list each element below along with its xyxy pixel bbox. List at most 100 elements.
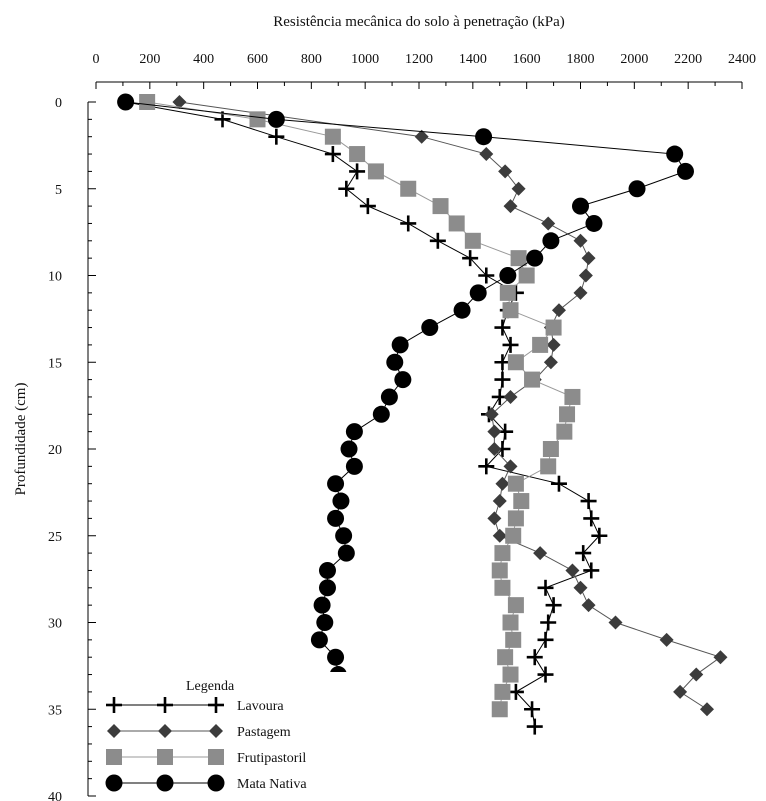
data-point-lavoura <box>580 493 597 510</box>
data-point-pastagem <box>541 216 556 231</box>
data-point-pastagem <box>673 684 688 699</box>
legend-marker <box>208 697 224 713</box>
data-point-mata-nativa <box>391 336 409 354</box>
y-tick-label: 35 <box>48 703 62 718</box>
data-point-lavoura <box>502 336 519 353</box>
data-point-pastagem <box>689 667 704 682</box>
data-point-frutipastoril <box>349 146 366 163</box>
data-point-mata-nativa <box>345 423 363 441</box>
data-point-lavoura <box>537 666 554 683</box>
legend-label: Lavoura <box>237 699 284 714</box>
data-point-frutipastoril <box>507 475 524 492</box>
data-point-mata-nativa <box>475 128 493 146</box>
data-point-frutipastoril <box>556 423 573 440</box>
data-point-mata-nativa <box>628 180 646 198</box>
legend-marker <box>106 697 122 713</box>
data-point-pastagem <box>487 442 502 456</box>
data-point-pastagem <box>700 702 715 717</box>
data-point-mata-nativa <box>676 162 694 180</box>
legend-marker <box>157 749 173 765</box>
legend-marker <box>207 774 225 792</box>
data-point-lavoura <box>524 701 541 718</box>
data-point-mata-nativa <box>526 249 544 267</box>
y-axis-title: Profundidade (cm) <box>13 383 29 496</box>
data-point-pastagem <box>581 251 596 266</box>
data-point-frutipastoril <box>559 406 576 423</box>
x-tick-label: 0 <box>93 52 100 67</box>
data-point-mata-nativa <box>453 301 471 319</box>
data-point-lavoura <box>400 215 417 232</box>
series-frutipastoril <box>139 94 581 718</box>
data-point-pastagem <box>172 95 187 109</box>
x-tick-label: 800 <box>301 52 322 67</box>
data-point-lavoura <box>575 545 592 562</box>
data-point-frutipastoril <box>564 388 581 405</box>
series-layer <box>117 93 728 736</box>
legend-item-frutipastoril: Frutipastoril <box>106 749 306 766</box>
y-tick-label: 10 <box>48 270 62 285</box>
x-axis-title: Resistência mecânica do solo à penetraçã… <box>273 14 565 30</box>
data-point-mata-nativa <box>380 388 398 406</box>
data-point-lavoura <box>545 597 562 614</box>
y-tick-label: 40 <box>48 790 62 801</box>
data-point-lavoura <box>494 319 511 336</box>
x-tick-label: 1600 <box>513 52 541 67</box>
x-tick-label: 1800 <box>567 52 595 67</box>
y-axis: 0 5 10 15 20 25 30 35 40 <box>48 96 96 801</box>
legend-marker <box>107 724 121 738</box>
series-line-lavoura <box>125 101 600 727</box>
data-point-mata-nativa <box>542 232 560 250</box>
x-tick-label: 400 <box>193 52 214 67</box>
data-point-frutipastoril <box>491 701 508 718</box>
x-tick-label: 200 <box>139 52 160 67</box>
data-point-lavoura <box>462 250 479 267</box>
x-tick-label: 1200 <box>405 52 433 67</box>
data-point-frutipastoril <box>524 371 541 388</box>
data-point-pastagem <box>503 389 518 404</box>
data-point-frutipastoril <box>139 94 156 110</box>
data-point-mata-nativa <box>340 440 358 458</box>
data-point-mata-nativa <box>335 527 353 545</box>
series-lavoura <box>117 94 608 735</box>
x-tick-label: 2000 <box>620 52 648 67</box>
data-point-frutipastoril <box>540 458 557 475</box>
legend-label: Pastagem <box>237 725 291 740</box>
data-point-frutipastoril <box>505 527 522 544</box>
legend-marker <box>208 749 224 765</box>
data-point-pastagem <box>578 268 593 283</box>
x-tick-label: 600 <box>247 52 268 67</box>
data-point-pastagem <box>543 355 558 370</box>
data-point-frutipastoril <box>502 614 519 631</box>
data-point-mata-nativa <box>499 267 517 284</box>
x-tick-label: 1400 <box>459 52 487 67</box>
data-point-pastagem <box>565 563 580 578</box>
data-point-mata-nativa <box>327 509 345 527</box>
data-point-frutipastoril <box>432 198 449 215</box>
data-point-mata-nativa <box>572 197 589 215</box>
x-tick-label: 1000 <box>351 52 379 67</box>
legend-label: Frutipastoril <box>237 751 306 766</box>
legend-marker <box>158 724 172 738</box>
data-point-pastagem <box>495 476 510 491</box>
data-point-lavoura <box>591 527 608 544</box>
legend-marker <box>157 697 173 713</box>
data-point-mata-nativa <box>318 561 336 579</box>
data-point-frutipastoril <box>249 111 266 128</box>
y-tick-label: 25 <box>48 530 62 545</box>
data-point-mata-nativa <box>316 614 334 631</box>
data-point-lavoura <box>537 579 554 596</box>
data-point-mata-nativa <box>469 284 487 302</box>
data-point-frutipastoril <box>502 302 519 319</box>
data-point-mata-nativa <box>585 214 603 232</box>
data-point-frutipastoril <box>507 597 524 614</box>
data-point-mata-nativa <box>318 579 336 597</box>
data-point-frutipastoril <box>502 666 519 683</box>
data-point-lavoura <box>349 163 366 180</box>
data-point-lavoura <box>268 128 285 145</box>
data-point-mata-nativa <box>117 93 135 111</box>
data-point-pastagem <box>414 129 429 144</box>
data-point-frutipastoril <box>448 215 465 232</box>
data-point-lavoura <box>537 631 554 648</box>
data-point-pastagem <box>484 407 499 422</box>
